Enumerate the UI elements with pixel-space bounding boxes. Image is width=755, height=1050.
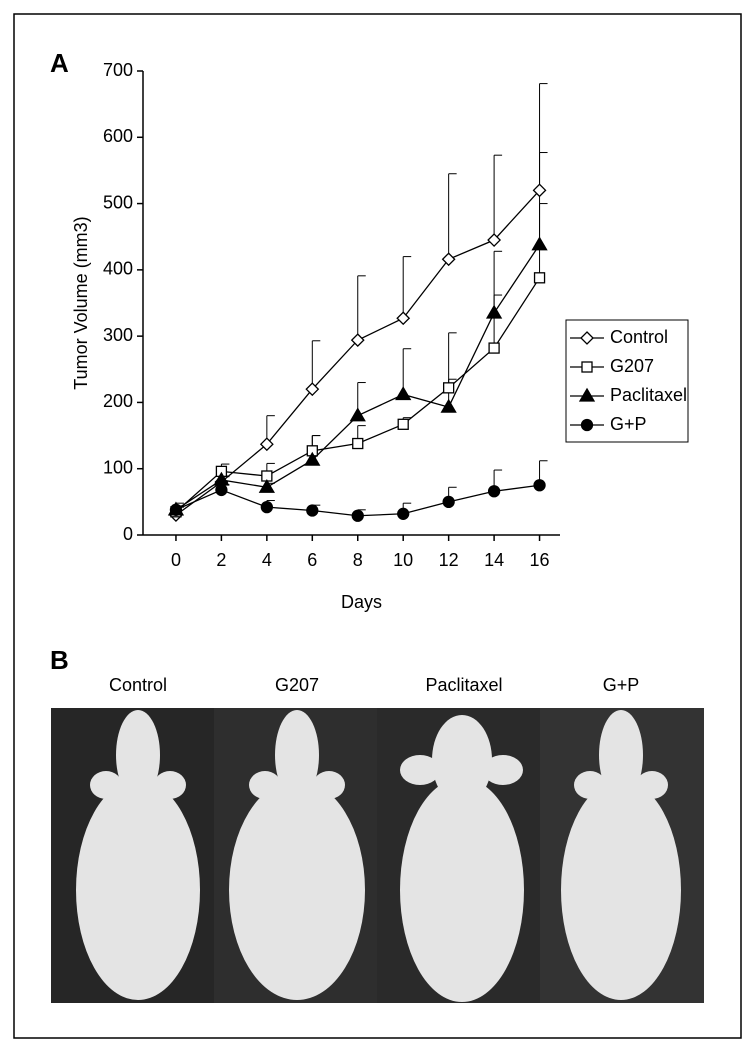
x-tick-label: 8 [353,550,363,570]
data-point [259,437,274,452]
legend-marker [578,387,596,402]
data-point [442,495,455,509]
y-tick-label: 0 [123,524,133,544]
data-point [397,418,409,430]
photo-caption: Control [109,675,167,695]
data-point [533,479,546,492]
y-tick-label: 400 [103,259,133,279]
data-point [349,407,366,422]
x-tick-label: 14 [484,550,504,570]
legend-label: Control [610,327,668,347]
data-point [305,382,320,397]
legend-label: G207 [610,356,654,376]
x-tick-label: 12 [439,550,459,570]
data-point [351,509,364,522]
photo-strip [51,708,704,1003]
data-point [485,304,503,319]
photo-caption: G+P [603,675,640,695]
data-point [397,507,410,520]
data-point [488,342,500,354]
data-point [442,382,455,394]
x-tick-label: 16 [530,550,550,570]
x-tick-label: 10 [393,550,413,570]
y-tick-label: 200 [103,391,133,411]
data-point [487,233,502,247]
legend-label: Paclitaxel [610,385,687,405]
data-point [169,503,183,516]
legend-marker [581,361,593,373]
legend-marker [580,418,594,432]
panel-label: B [50,645,69,675]
data-point [260,501,274,514]
data-point [395,386,412,401]
data-point [440,398,457,413]
y-axis-title: Tumor Volume (mm3) [71,216,91,389]
x-tick-label: 4 [262,550,272,570]
y-tick-label: 300 [103,325,133,345]
legend-label: G+P [610,414,647,434]
data-point [441,252,456,267]
y-tick-label: 600 [103,126,133,146]
y-tick-label: 700 [103,60,133,80]
data-point [532,183,547,198]
data-point [215,483,228,497]
x-axis-title: Days [341,592,382,612]
data-point [352,437,364,450]
x-tick-label: 2 [216,550,226,570]
data-point [396,311,411,326]
y-tick-label: 100 [103,457,133,477]
data-point [487,485,501,498]
data-point [533,272,546,284]
data-point [258,478,275,493]
data-point [350,333,365,348]
legend-marker [580,331,594,345]
y-tick-label: 500 [103,192,133,212]
x-tick-label: 6 [307,550,317,570]
photo-caption: Paclitaxel [425,675,502,695]
data-point [304,451,321,466]
x-tick-label: 0 [171,550,181,570]
panel-label: A [50,48,69,78]
data-point [306,504,319,517]
photo-caption: G207 [275,675,319,695]
data-point [531,236,548,251]
